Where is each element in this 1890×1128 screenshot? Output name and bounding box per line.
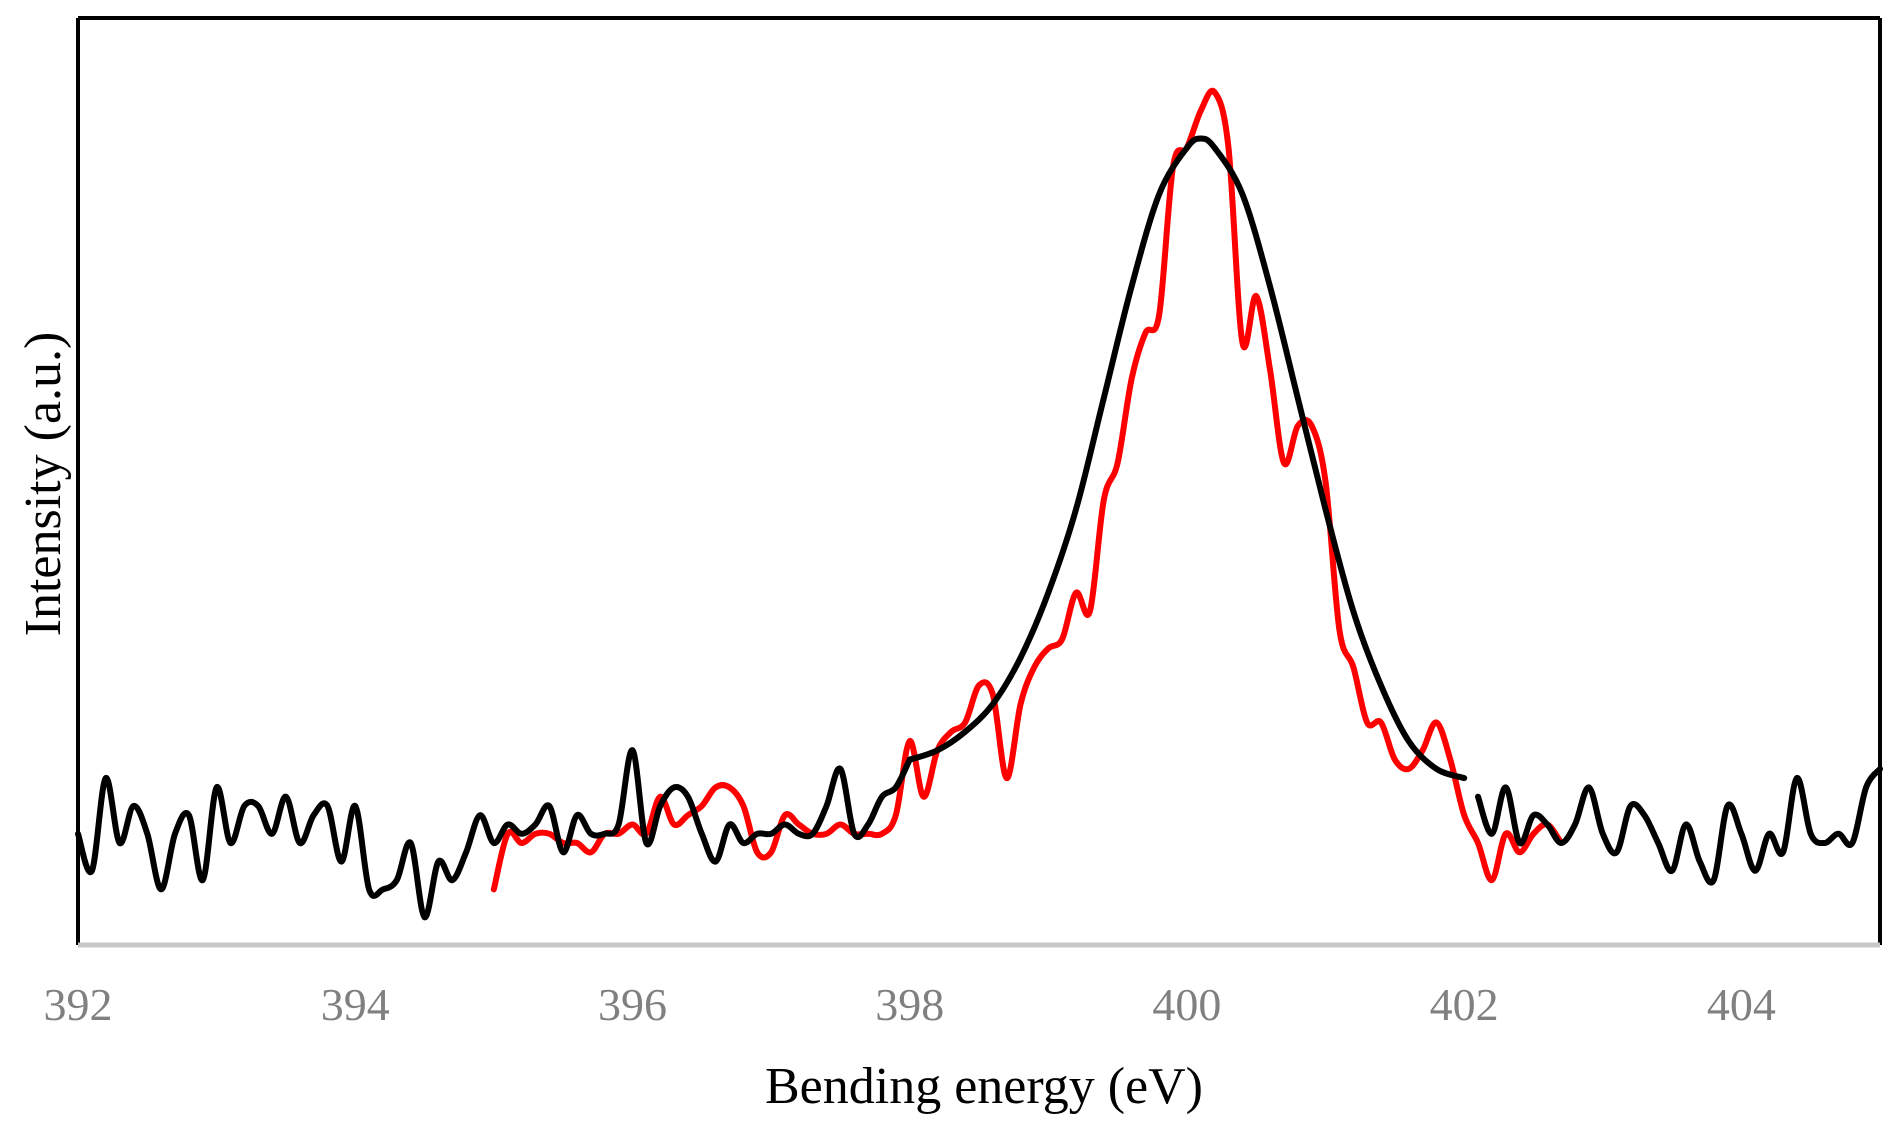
series-line-fit — [906, 135, 1468, 782]
series-line-raw-data-black-2 — [1475, 765, 1883, 886]
x-axis-title: Bending energy (eV) — [765, 1058, 1203, 1115]
y-axis-title: Intensity (a.u.) — [15, 332, 72, 637]
series-layer — [75, 87, 1883, 921]
plot-frame — [76, 16, 1882, 948]
x-tick-label: 394 — [321, 979, 390, 1030]
x-tick-label: 404 — [1707, 979, 1776, 1030]
x-tick-label: 402 — [1430, 979, 1499, 1030]
series-line-raw-data-red — [490, 87, 1565, 893]
x-tick-label: 400 — [1152, 979, 1221, 1030]
series-line-raw-data-black-1 — [75, 747, 913, 921]
x-tick-label: 392 — [44, 979, 113, 1030]
x-tick-labels: 392 394 396 398 400 402 404 — [44, 979, 1776, 1030]
x-tick-label: 398 — [875, 979, 944, 1030]
x-tick-label: 396 — [598, 979, 667, 1030]
